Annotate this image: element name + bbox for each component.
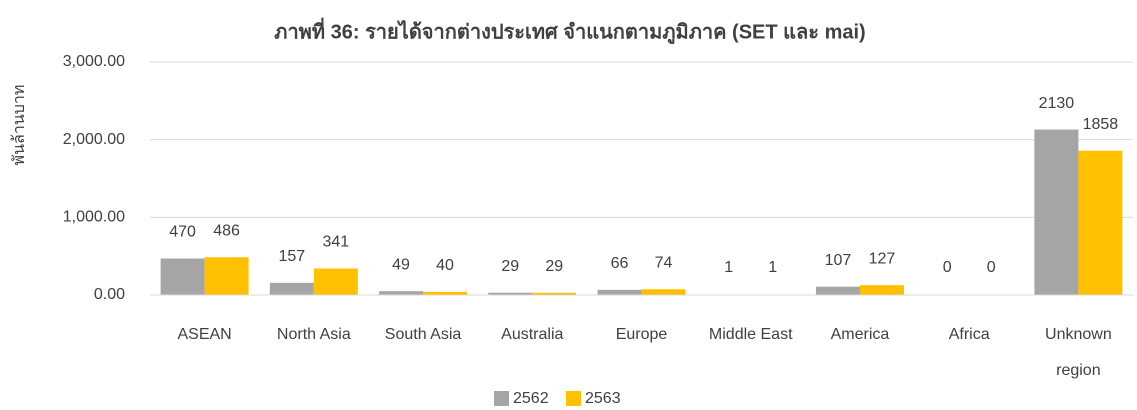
bar — [859, 285, 904, 295]
x-tick-label: Middle East — [708, 326, 793, 343]
bar — [160, 258, 205, 295]
y-tick-label: 0.00 — [94, 286, 125, 303]
data-label: 0 — [943, 259, 952, 276]
x-tick-label: South Asia — [384, 326, 462, 343]
data-label: 2130 — [1039, 95, 1075, 112]
data-label: 1858 — [1083, 116, 1119, 133]
x-tick-label: America — [830, 326, 890, 343]
data-label: 49 — [392, 256, 410, 273]
data-label: 1 — [768, 259, 777, 276]
legend-label: 2562 — [513, 390, 549, 407]
x-tick-label: North Asia — [276, 326, 351, 343]
legend-label: 2563 — [585, 390, 621, 407]
data-label: 127 — [869, 250, 896, 267]
bar — [1034, 129, 1079, 295]
legend-swatch — [494, 391, 509, 406]
bar — [313, 268, 358, 295]
x-tick-label: ASEAN — [177, 326, 232, 343]
data-label: 486 — [213, 222, 240, 239]
bar — [423, 291, 468, 295]
bar — [488, 292, 533, 295]
data-label: 0 — [987, 259, 996, 276]
y-tick-label: 3,000.00 — [63, 53, 125, 70]
legend-swatch — [566, 391, 581, 406]
data-label: 29 — [501, 258, 519, 275]
x-tick-label: Europe — [615, 326, 668, 343]
data-label: 66 — [611, 255, 629, 272]
bar — [379, 291, 424, 295]
data-label: 29 — [545, 258, 563, 275]
data-label: 40 — [436, 257, 454, 274]
x-tick-label: Australia — [501, 326, 564, 343]
bar — [532, 292, 577, 295]
bar — [269, 282, 314, 295]
y-tick-label: 1,000.00 — [63, 209, 125, 226]
data-label: 107 — [825, 252, 852, 269]
data-label: 341 — [322, 234, 349, 251]
y-axis-label: พันล้านบาท — [10, 85, 28, 166]
data-label: 1 — [724, 259, 733, 276]
bar — [815, 286, 860, 295]
bar — [597, 289, 642, 295]
bar — [1078, 150, 1123, 295]
data-label: 74 — [655, 254, 673, 271]
chart-title: ภาพที่ 36: รายได้จากต่างประเทศ จำแนกตามภ… — [274, 16, 865, 45]
y-tick-label: 2,000.00 — [63, 131, 125, 148]
data-label: 470 — [169, 224, 196, 241]
x-tick-label: Africa — [948, 326, 990, 343]
bar — [204, 257, 249, 295]
data-label: 157 — [278, 248, 305, 265]
bar — [641, 289, 686, 295]
x-tick-label: Unknown region — [1045, 326, 1112, 379]
